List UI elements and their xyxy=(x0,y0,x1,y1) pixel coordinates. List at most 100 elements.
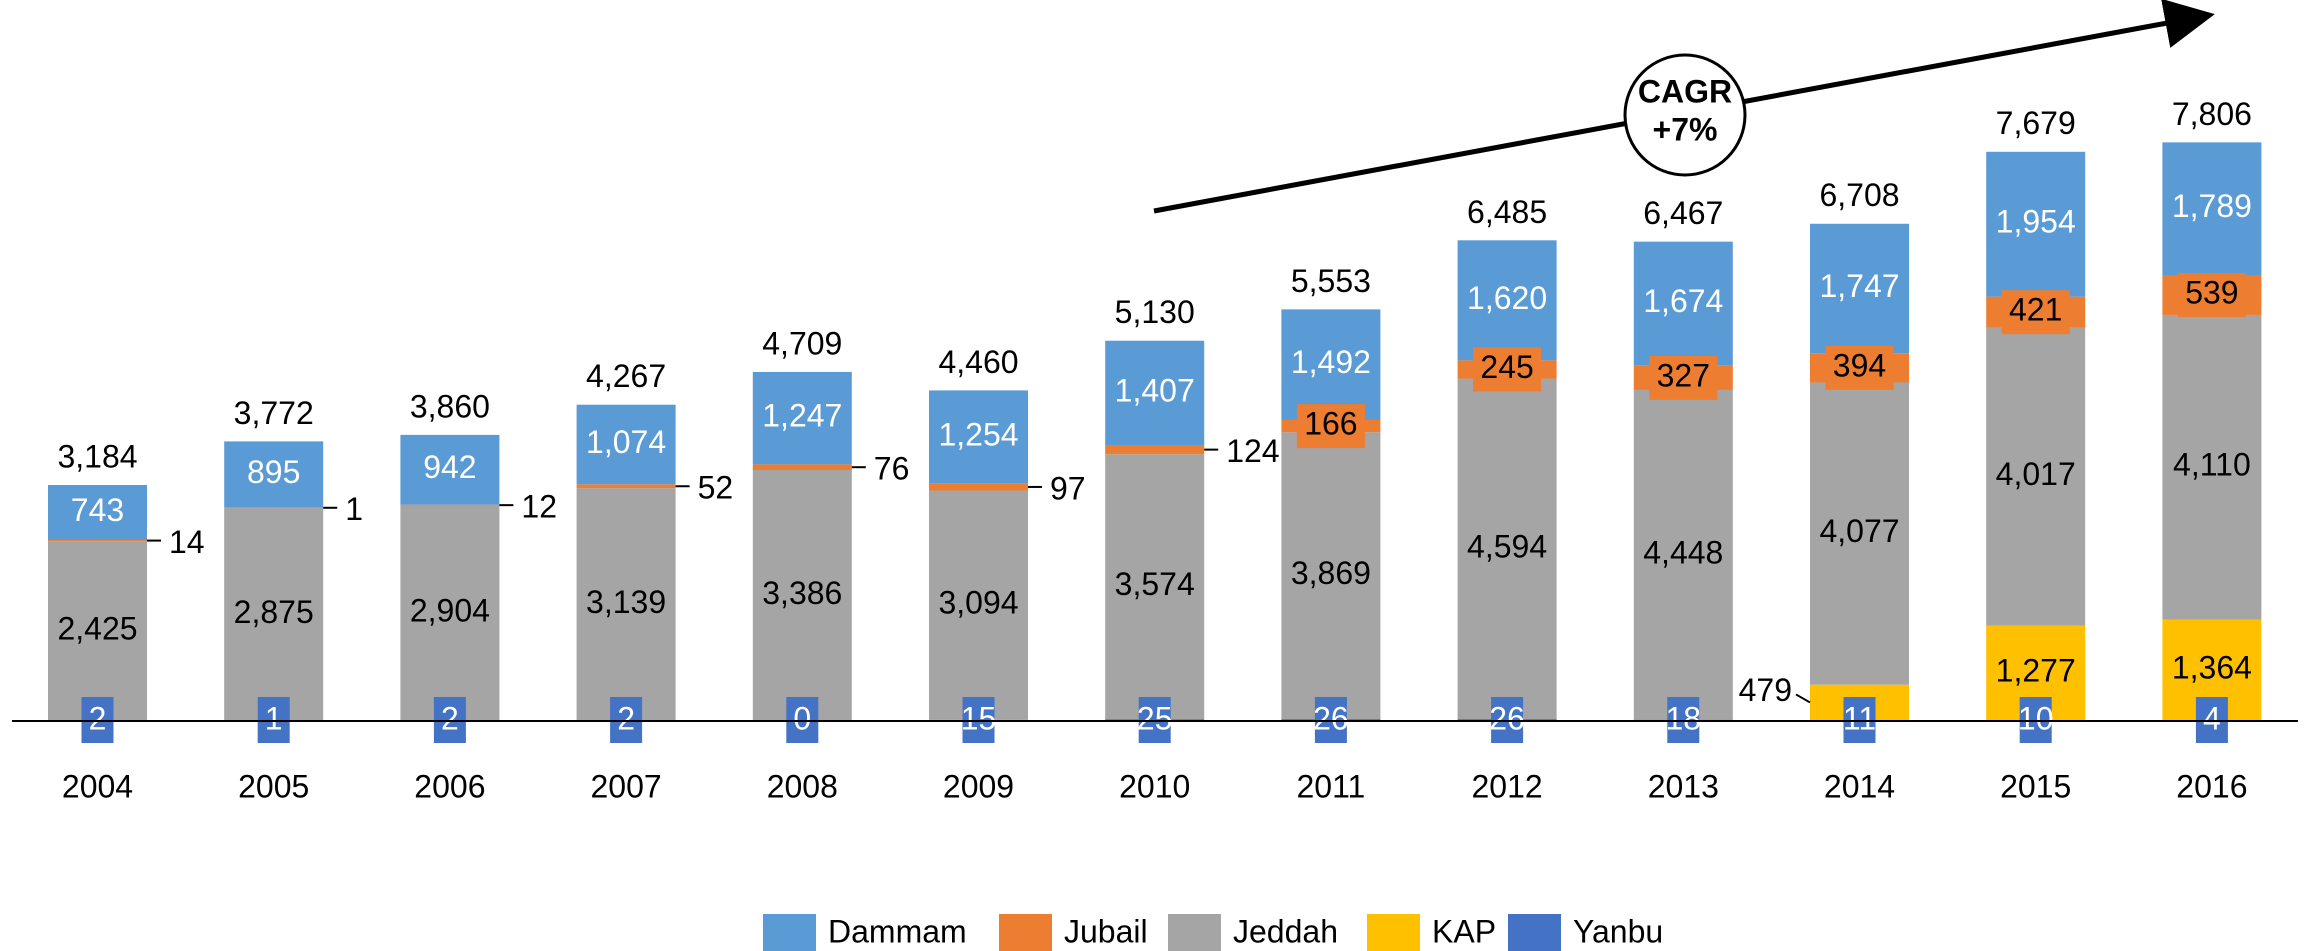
value-label: 2 xyxy=(441,700,459,736)
value-label: 2,875 xyxy=(234,594,314,630)
value-label: 1,074 xyxy=(586,424,666,460)
x-tick-label: 2009 xyxy=(943,768,1014,804)
x-tick-label: 2012 xyxy=(1472,768,1543,804)
value-label: 4,448 xyxy=(1643,534,1723,570)
value-label: 166 xyxy=(1304,406,1357,442)
total-label: 4,709 xyxy=(762,325,842,361)
total-label: 6,485 xyxy=(1467,194,1547,230)
value-label: 1,364 xyxy=(2172,650,2252,686)
legend-swatch xyxy=(763,914,816,951)
bar-segment xyxy=(2162,314,2262,620)
value-label: 12 xyxy=(521,489,557,525)
legend-swatch xyxy=(999,914,1052,951)
value-label: 2 xyxy=(617,700,635,736)
total-label: 6,467 xyxy=(1643,195,1723,231)
bar-segment xyxy=(929,483,1028,491)
value-label: 327 xyxy=(1657,357,1710,393)
bar-segment xyxy=(929,390,1028,484)
bar-segment xyxy=(400,505,500,721)
value-label: 2,904 xyxy=(410,593,490,629)
leader-line xyxy=(1795,693,1811,704)
x-tick-label: 2013 xyxy=(1648,768,1719,804)
bar-segment xyxy=(1281,432,1381,720)
bar-segment xyxy=(1105,340,1205,446)
legend-label: Yanbu xyxy=(1573,913,1663,949)
total-label: 5,130 xyxy=(1115,294,1195,330)
total-label: 4,267 xyxy=(586,358,666,394)
bar-segment xyxy=(752,464,852,471)
value-label: 2,425 xyxy=(57,610,137,646)
bar-segment xyxy=(576,488,676,721)
value-label: 3,574 xyxy=(1115,566,1195,602)
total-label: 7,679 xyxy=(1996,105,2076,141)
value-label: 4,077 xyxy=(1819,513,1899,549)
x-tick-label: 2011 xyxy=(1296,768,1365,804)
value-label: 3,139 xyxy=(586,584,666,620)
value-label: 1 xyxy=(265,700,283,736)
value-label: 1,277 xyxy=(1996,652,2076,688)
total-label: 3,184 xyxy=(57,438,137,474)
bar-segment xyxy=(576,404,676,485)
value-label: 4 xyxy=(2203,700,2221,736)
value-label: 3,386 xyxy=(762,575,842,611)
legend-label: Jeddah xyxy=(1233,913,1338,949)
value-label: 1 xyxy=(345,491,363,527)
bar-segment xyxy=(1633,241,1733,366)
legend-swatch xyxy=(1367,914,1420,951)
bar-segment xyxy=(1633,389,1733,720)
value-label: 2 xyxy=(89,700,107,736)
x-tick-label: 2010 xyxy=(1119,768,1190,804)
x-tick-label: 2008 xyxy=(767,768,838,804)
label-box xyxy=(1825,345,1894,390)
value-label: 4,594 xyxy=(1467,528,1547,564)
value-label: 4,110 xyxy=(2173,447,2251,483)
bar-segment xyxy=(929,490,1028,720)
bar-segment xyxy=(48,540,147,542)
label-box xyxy=(2177,272,2246,317)
value-label: 10 xyxy=(2018,700,2054,736)
value-label: 479 xyxy=(1739,672,1792,708)
total-label: 7,806 xyxy=(2172,96,2252,132)
value-label: 0 xyxy=(793,700,811,736)
legend-swatch xyxy=(1168,914,1221,951)
value-label: 421 xyxy=(2009,292,2062,328)
value-label: 394 xyxy=(1833,347,1886,383)
bar-segment xyxy=(1281,309,1381,420)
value-label: 1,954 xyxy=(1996,204,2076,240)
x-tick-label: 2014 xyxy=(1824,768,1895,804)
value-label: 14 xyxy=(169,524,205,560)
bar-segment xyxy=(400,504,500,506)
value-label: 1,254 xyxy=(938,416,1018,452)
bar-segment xyxy=(224,507,324,721)
label-box xyxy=(1649,355,1718,400)
value-label: 1,492 xyxy=(1291,344,1371,380)
legend-label: Jubail xyxy=(1064,913,1148,949)
value-label: 1,247 xyxy=(762,398,842,434)
bar-segment xyxy=(224,441,324,508)
cagr-value: +7% xyxy=(1653,111,1718,147)
cagr-circle xyxy=(1623,53,1747,177)
value-label: 1,407 xyxy=(1115,372,1195,408)
bar-segment xyxy=(1810,223,1909,354)
value-label: 743 xyxy=(71,492,124,528)
bar-segment xyxy=(576,484,676,489)
bar-segment xyxy=(2162,142,2262,275)
total-label: 3,860 xyxy=(410,388,490,424)
bar-segment xyxy=(1105,454,1205,720)
cagr-label: CAGR xyxy=(1638,73,1732,109)
value-label: 245 xyxy=(1480,349,1533,385)
value-label: 1,747 xyxy=(1819,268,1899,304)
x-tick-label: 2015 xyxy=(2000,768,2071,804)
total-label: 5,553 xyxy=(1291,263,1371,299)
value-label: 3,094 xyxy=(938,585,1018,621)
value-label: 895 xyxy=(247,454,300,490)
bar-segment xyxy=(1986,327,2086,626)
bar-segment xyxy=(1457,378,1557,720)
value-label: 124 xyxy=(1226,433,1279,469)
total-label: 4,460 xyxy=(938,344,1018,380)
label-box xyxy=(2001,290,2070,335)
bar-segment xyxy=(1986,151,2086,297)
bar-segment xyxy=(400,434,500,505)
value-label: 4,017 xyxy=(1996,456,2076,492)
label-box xyxy=(1473,347,1542,392)
